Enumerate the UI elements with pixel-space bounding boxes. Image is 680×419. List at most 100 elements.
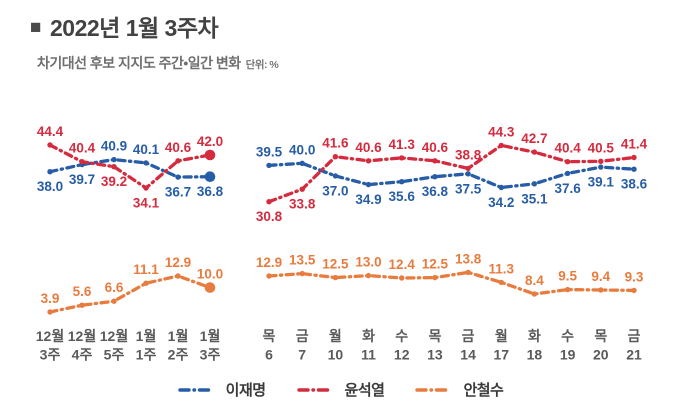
daily-lee-value-label-6: 37.5 (455, 181, 482, 196)
daily-lee-point-10 (598, 164, 604, 170)
daily-lee-point-7 (498, 184, 504, 191)
daily-yoon-value-label-11: 41.4 (621, 137, 648, 152)
daily-axis-label-5-line2: 13 (427, 347, 443, 363)
weekly-ahn-point-0 (47, 309, 53, 315)
chart-legend: 이재명 윤석열 안철수 (0, 379, 680, 400)
daily-lee-value-label-8: 35.1 (521, 191, 548, 206)
daily-lee-value-label-9: 37.6 (554, 181, 581, 196)
page-title-text: 2022년 1월 3주차 (49, 15, 219, 41)
daily-ahn-point-5 (432, 274, 438, 281)
daily-yoon-point-9 (564, 159, 571, 165)
daily-ahn-point-8 (531, 291, 538, 297)
weekly-yoon-value-label-0: 44.4 (37, 124, 64, 139)
daily-axis-label-2-line2: 10 (328, 347, 344, 363)
daily-lee-point-11 (631, 166, 637, 172)
weekly-axis-label-4-line1: 1월 (168, 328, 189, 344)
daily-lee-point-2 (332, 173, 339, 179)
daily-axis-label-3-line2: 11 (361, 347, 376, 363)
legend-line-swatch-lee (177, 387, 214, 392)
weekly-ahn-line (48, 274, 212, 314)
daily-lee-value-label-10: 39.1 (588, 175, 615, 190)
daily-lee-point-4 (399, 179, 405, 185)
weekly-axis-label-1-line2: 4주 (72, 347, 93, 363)
daily-yoon-line (267, 143, 636, 204)
daily-ahn-value-label-10: 9.4 (591, 269, 610, 284)
weekly-axis-label-0-line1: 12월 (36, 328, 64, 344)
daily-yoon-value-label-4: 41.3 (389, 137, 416, 152)
weekly-lee-value-label-3: 40.1 (133, 142, 160, 157)
weekly-axis-label-5-line1: 1월 (200, 328, 221, 344)
weekly-lee-value-label-1: 39.7 (69, 172, 95, 187)
daily-yoon-point-1 (299, 186, 305, 192)
daily-axis-label-3-line1: 화 (362, 328, 375, 344)
weekly-ahn-value-label-0: 3.9 (41, 291, 60, 306)
weekly-ahn-value-label-4: 12.9 (165, 255, 191, 270)
weekly-axis-label-4-line2: 2주 (168, 347, 189, 363)
daily-axis-label-10-line1: 목 (594, 328, 607, 344)
weekly-yoon-value-label-5: 42.0 (197, 134, 223, 149)
daily-ahn-value-label-4: 12.4 (389, 257, 416, 272)
daily-yoon-value-label-8: 42.7 (521, 131, 547, 146)
legend-item-ahn: 안철수 (414, 379, 504, 400)
daily-lee-value-label-7: 34.2 (488, 195, 514, 210)
daily-axis-label-11-line1: 금 (628, 328, 641, 344)
weekly-axis-label-3-line1: 1월 (136, 328, 157, 344)
daily-axis-label-9-line2: 19 (560, 347, 576, 363)
daily-ahn-value-label-11: 9.3 (625, 269, 644, 284)
daily-ahn-point-11 (631, 287, 637, 294)
daily-ahn-point-10 (598, 287, 604, 293)
daily-yoon-point-8 (531, 149, 538, 155)
daily-axis-label-9-line1: 수 (561, 328, 574, 344)
weekly-yoon-point-5 (204, 149, 216, 161)
weekly-lee-point-3 (143, 160, 149, 166)
daily-ahn-line (267, 270, 636, 296)
daily-yoon-value-label-10: 40.5 (588, 140, 615, 155)
daily-lee-point-9 (564, 170, 571, 177)
daily-ahn-value-label-9: 9.5 (558, 269, 577, 284)
weekly-yoon-value-label-1: 40.4 (69, 141, 96, 156)
daily-yoon-point-3 (365, 158, 372, 164)
daily-axis-label-2-line1: 월 (329, 328, 342, 344)
daily-yoon-point-11 (631, 154, 637, 161)
weekly-lee-value-label-4: 36.7 (165, 185, 191, 200)
weekly-yoon-point-2 (111, 164, 117, 170)
legend-label-yoon: 윤석열 (344, 382, 385, 399)
daily-lee-value-label-3: 34.9 (355, 192, 381, 207)
daily-axis-label-7-line2: 17 (493, 347, 509, 363)
weekly-lee-value-label-2: 40.9 (101, 139, 127, 154)
daily-ahn-point-7 (498, 279, 504, 286)
daily-yoon-point-0 (266, 199, 272, 205)
daily-axis-label-6-line1: 금 (462, 328, 475, 344)
weekly-axis-label-0-line2: 3주 (40, 347, 61, 363)
daily-yoon-point-7 (498, 142, 504, 149)
daily-lee-line (267, 161, 636, 190)
weekly-yoon-point-1 (79, 159, 85, 165)
page-title: ■ 2022년 1월 3주차 (30, 14, 278, 42)
daily-ahn-point-9 (564, 286, 571, 293)
daily-lee-point-3 (365, 181, 372, 188)
daily-axis-label-7-line1: 월 (495, 328, 508, 344)
weekly-ahn-value-label-5: 10.0 (197, 267, 223, 282)
daily-ahn-value-label-1: 13.5 (289, 253, 316, 268)
weekly-axis-label-3-line2: 1주 (136, 347, 157, 363)
weekly-yoon-line (48, 143, 212, 191)
daily-yoon-point-10 (598, 158, 604, 164)
weekly-lee-point-4 (175, 174, 181, 180)
weekly-yoon-point-0 (47, 142, 53, 148)
page-subtitle-text: 차기대선 후보 지지도 주간•일간 변화 (37, 55, 241, 71)
daily-axis-label-10-line2: 20 (593, 347, 609, 363)
daily-yoon-value-label-9: 40.4 (554, 141, 581, 156)
daily-lee-value-label-11: 38.6 (621, 177, 648, 192)
weekly-axis-label-2-line2: 5주 (104, 347, 125, 363)
daily-yoon-value-label-1: 33.8 (289, 197, 316, 212)
daily-lee-point-1 (299, 160, 305, 166)
daily-lee-value-label-5: 36.8 (422, 184, 449, 199)
daily-ahn-value-label-6: 13.8 (455, 251, 482, 266)
daily-ahn-value-label-5: 12.5 (422, 257, 449, 272)
daily-axis-label-11-line2: 21 (626, 347, 642, 363)
weekly-ahn-point-3 (143, 280, 149, 286)
daily-ahn-point-4 (399, 275, 405, 281)
weekly-lee-line (48, 157, 212, 179)
